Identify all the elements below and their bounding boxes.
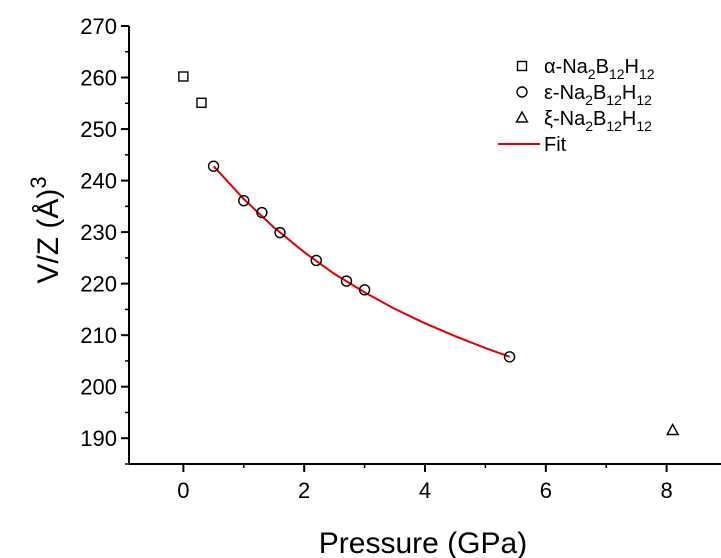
plot-area — [178, 71, 680, 436]
y-axis-label: V/Z (Å)3 — [26, 176, 65, 283]
data-point-circle — [256, 206, 268, 219]
x-axis-label: Pressure (GPa) — [319, 527, 527, 558]
x-tick-label: 8 — [661, 478, 673, 503]
data-point-square — [178, 71, 189, 82]
data-point-circle — [503, 351, 516, 363]
y-tick-label: 210 — [80, 323, 117, 348]
y-tick-label: 230 — [80, 220, 117, 245]
data-point-circle — [274, 226, 286, 239]
data-point-square — [196, 97, 207, 108]
axes: 190 200 210 220 230 240 250 260 270 0 2 4 6 8 — [80, 14, 721, 503]
legend-marker-square — [516, 60, 528, 72]
legend-label-part: 2 — [585, 92, 593, 108]
data-point-circle — [207, 160, 220, 172]
legend-label-part: ξ — [544, 108, 553, 130]
legend-label-part: 12 — [636, 92, 652, 108]
legend-label: ξ-Na2B12H12 — [544, 108, 652, 134]
y-tick-label: 220 — [80, 272, 117, 297]
legend-label-part: H — [622, 108, 636, 130]
legend-label-part: B — [593, 82, 606, 104]
y-tick-label: 270 — [80, 14, 117, 39]
legend-label-part: 12 — [606, 118, 622, 134]
y-tick-label: 260 — [80, 66, 117, 91]
legend-label-part: B — [596, 56, 609, 78]
legend-label-part: 2 — [585, 118, 593, 134]
legend-marker-circle — [516, 86, 528, 98]
x-tick-label: 2 — [298, 478, 310, 503]
legend-label-part: 12 — [636, 118, 652, 134]
y-tick-label: 190 — [80, 426, 117, 451]
y-tick-label: 250 — [80, 117, 117, 142]
legend-label-part: -Na — [553, 108, 586, 130]
y-axis-label-superscript: 3 — [26, 176, 51, 188]
legend-label-part: 2 — [588, 66, 596, 82]
legend-label-part: B — [593, 108, 606, 130]
x-tick-label: 6 — [540, 478, 552, 503]
y-axis-label-text: V/Z (Å) — [32, 189, 65, 284]
y-tick-label: 240 — [80, 169, 117, 194]
legend-label-part: H — [622, 82, 636, 104]
x-tick-label: 4 — [419, 478, 431, 503]
x-tick-label: 0 — [177, 478, 189, 503]
data-point-circle — [340, 275, 353, 287]
legend-label-part: ε — [544, 82, 553, 104]
fit-line — [212, 165, 510, 358]
data-point-triangle — [665, 423, 680, 436]
legend-label-part: α — [544, 56, 556, 78]
legend-label: Fit — [544, 134, 567, 156]
data-point-circle — [358, 284, 371, 296]
legend-label-part: H — [625, 56, 639, 78]
data-point-circle — [310, 254, 322, 267]
legend-marker-triangle — [515, 110, 529, 123]
legend-label-part: 12 — [639, 66, 655, 82]
data-point-circle — [238, 194, 250, 207]
legend-label-part: 12 — [609, 66, 625, 82]
y-tick-label: 200 — [80, 375, 117, 400]
legend-label-part: 12 — [606, 92, 622, 108]
legend-label: α-Na2B12H12 — [544, 56, 655, 82]
legend-label-part: -Na — [553, 82, 586, 104]
legend-label: ε-Na2B12H12 — [544, 82, 652, 108]
legend-label-part: -Na — [556, 56, 589, 78]
